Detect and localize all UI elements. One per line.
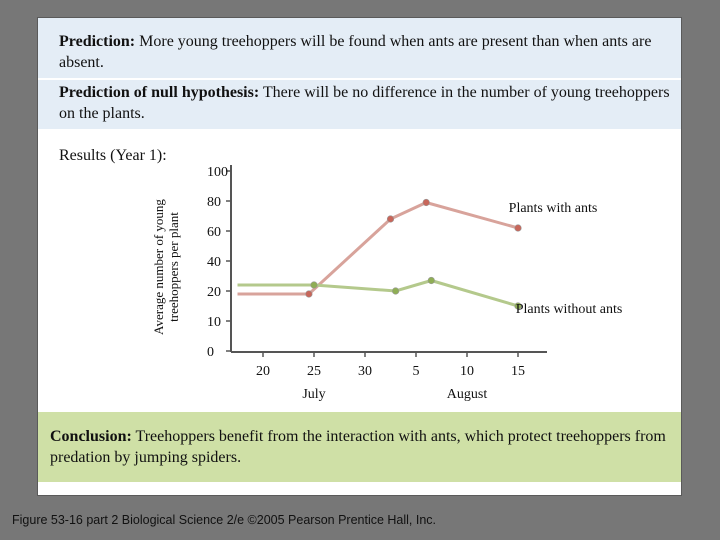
data-point: [386, 215, 395, 223]
x-tick-label: 25: [307, 364, 321, 379]
null-prediction-body: There will be no difference in the numbe…: [59, 84, 670, 122]
data-point: [427, 276, 435, 285]
x-tick-label: 30: [358, 364, 372, 379]
conclusion-body: Treehoppers benefit from the interaction…: [50, 428, 666, 466]
data-point: [514, 302, 522, 310]
series-label: Plants with ants: [509, 201, 598, 216]
chart-band: [38, 129, 681, 411]
conclusion-band: [38, 412, 681, 482]
x-month-label: August: [447, 387, 488, 402]
results-label: Results (Year 1):: [59, 147, 167, 164]
y-tick-label: 20: [207, 285, 221, 300]
prediction-text: Prediction: More young treehoppers will …: [59, 31, 674, 73]
data-point: [305, 290, 313, 298]
y-tick-label: 100: [207, 165, 228, 180]
y-tick-label: 0: [207, 345, 214, 360]
y-tick-label: 80: [207, 195, 221, 210]
series-line: [237, 200, 519, 296]
data-point: [310, 281, 318, 289]
conclusion-text: Conclusion: Treehoppers benefit from the…: [50, 426, 670, 468]
x-tick-label: 15: [511, 364, 525, 379]
figure-caption: Figure 53-16 part 2 Biological Science 2…: [12, 513, 437, 527]
prediction-band: [38, 18, 681, 78]
data-point: [392, 287, 400, 295]
x-tick-label: 10: [460, 364, 474, 379]
null-prediction-text: Prediction of null hypothesis: There wil…: [59, 82, 674, 124]
prediction-label: Prediction:: [59, 33, 136, 50]
conclusion-label: Conclusion:: [50, 428, 132, 445]
y-tick-label: 40: [207, 255, 221, 270]
x-tick-label: 20: [256, 364, 270, 379]
y-tick-label: 10: [207, 315, 221, 330]
data-point: [514, 224, 522, 232]
null-prediction-band: [38, 78, 681, 129]
x-tick-label: 5: [413, 364, 420, 379]
null-prediction-label: Prediction of null hypothesis:: [59, 84, 260, 101]
y-tick-label: 60: [207, 225, 221, 240]
series-label: Plants without ants: [516, 302, 623, 317]
prediction-body: More young treehoppers will be found whe…: [59, 33, 652, 71]
data-point: [422, 198, 430, 207]
x-month-label: July: [302, 387, 325, 402]
